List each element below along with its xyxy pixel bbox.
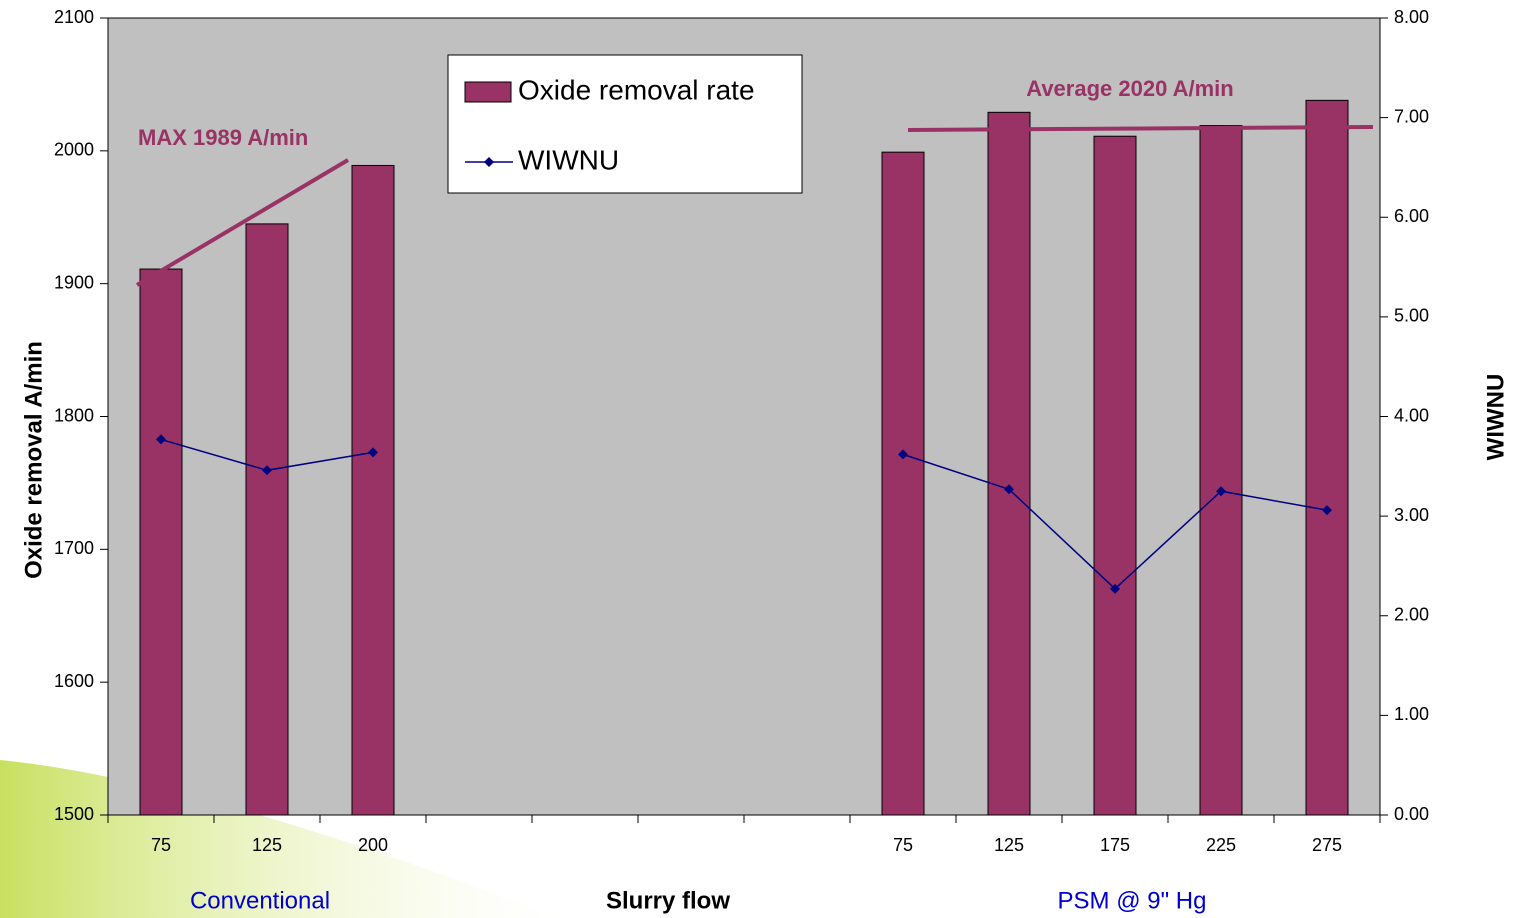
bar [1200,126,1242,815]
y-tick-label: 1800 [54,405,94,425]
y2-tick-label: 3.00 [1394,505,1429,525]
group-label: Conventional [190,887,330,914]
annotation: MAX 1989 A/min [138,125,308,150]
bar [1094,136,1136,815]
bar [140,269,182,815]
bar [246,224,288,815]
y-tick-label: 1700 [54,538,94,558]
x-tick-label: 125 [994,835,1024,855]
x-tick-label: 200 [358,835,388,855]
y2-tick-label: 8.00 [1394,7,1429,27]
y-tick-label: 1900 [54,272,94,292]
y2-tick-label: 5.00 [1394,306,1429,326]
x-tick-label: 175 [1100,835,1130,855]
y-tick-label: 1600 [54,671,94,691]
y2-tick-label: 7.00 [1394,106,1429,126]
x-tick-label: 275 [1312,835,1342,855]
legend-label: WIWNU [518,144,619,175]
legend-label: Oxide removal rate [518,74,755,105]
bar [1306,100,1348,815]
y-tick-label: 2000 [54,140,94,160]
y-axis-title: Oxide removal A/min [20,341,47,579]
y-tick-label: 1500 [54,804,94,824]
group-label: PSM @ 9" Hg [1058,887,1207,914]
bar [352,165,394,815]
x-tick-label: 75 [151,835,171,855]
chart: Oxide removal A/min WIWNU Slurry flow Co… [0,0,1517,918]
bar [988,112,1030,815]
y2-tick-label: 2.00 [1394,605,1429,625]
legend-swatch [465,82,511,102]
y2-tick-label: 0.00 [1394,804,1429,824]
y-tick-label: 2100 [54,7,94,27]
y2-tick-label: 4.00 [1394,405,1429,425]
x-axis-title: Slurry flow [606,887,730,914]
y2-axis-title: WIWNU [1482,374,1509,461]
bar [882,152,924,815]
x-tick-label: 125 [252,835,282,855]
x-tick-label: 75 [893,835,913,855]
annotation: Average 2020 A/min [1026,76,1233,101]
page: Oxide removal A/min WIWNU Slurry flow Co… [0,0,1517,918]
x-tick-label: 225 [1206,835,1236,855]
y2-tick-label: 6.00 [1394,206,1429,226]
y2-tick-label: 1.00 [1394,704,1429,724]
